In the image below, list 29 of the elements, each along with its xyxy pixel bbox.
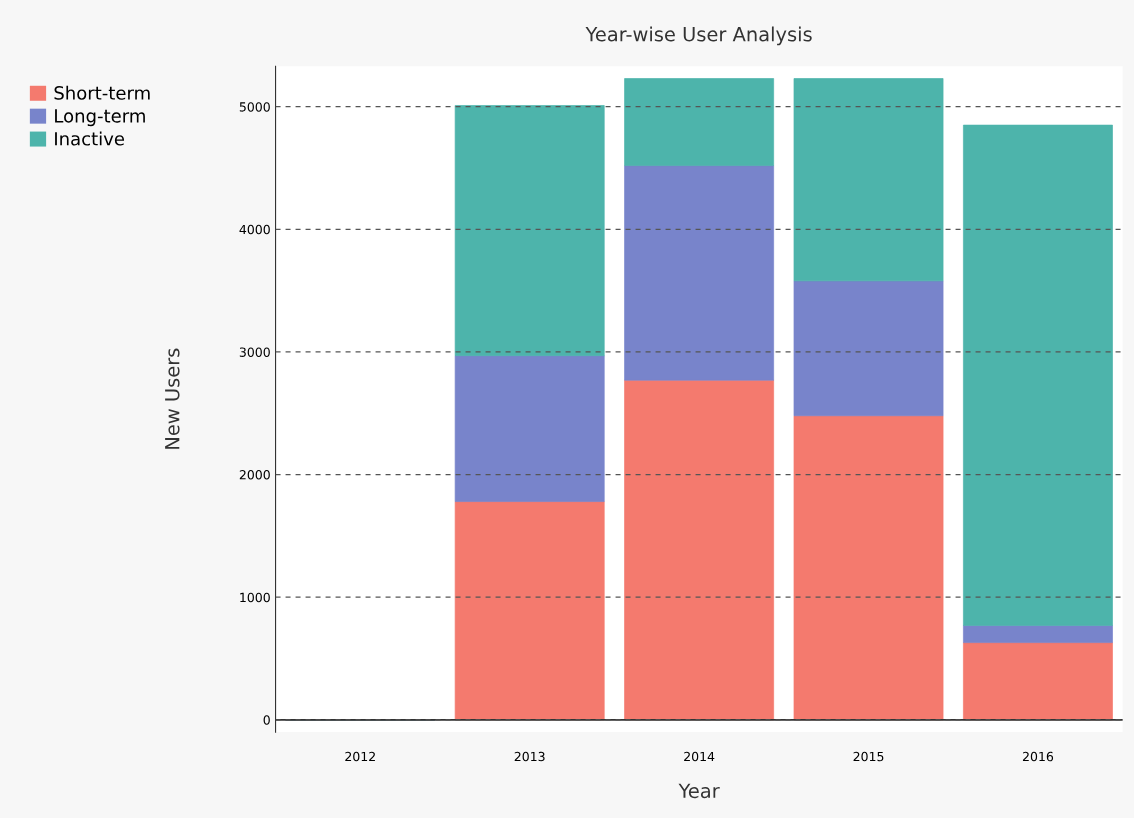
bar <box>793 78 944 282</box>
bar <box>963 625 1113 643</box>
bar <box>454 105 605 356</box>
x-tick-label: 2012 <box>345 751 375 762</box>
x-tick-label: 2013 <box>514 751 545 762</box>
bar <box>963 124 1113 626</box>
bar <box>454 501 605 721</box>
legend-label: Short-term <box>54 85 150 100</box>
y-tick-label: 4000 <box>239 224 270 235</box>
y-tick-label: 5000 <box>239 102 270 112</box>
x-tick-label: 2015 <box>853 751 884 762</box>
bar <box>793 415 944 721</box>
chart-title: Year-wise User Analysis <box>585 26 812 46</box>
x-tick-label: 2014 <box>684 751 715 762</box>
x-tick-label: 2016 <box>1022 751 1054 762</box>
x-axis-title: Year <box>678 783 720 799</box>
bar <box>624 165 775 381</box>
bar <box>624 78 775 166</box>
y-axis-title: New Users <box>165 348 180 449</box>
bar <box>454 355 605 502</box>
y-tick-label: 2000 <box>239 470 270 480</box>
y-tick-label: 0 <box>263 715 270 725</box>
legend-label: Inactive <box>55 131 125 146</box>
bar <box>624 379 775 721</box>
legend-label: Long-term <box>55 109 145 127</box>
y-tick-label: 3000 <box>239 347 270 357</box>
bar <box>793 280 944 417</box>
bar <box>963 642 1113 721</box>
y-tick-label: 1000 <box>240 592 270 603</box>
